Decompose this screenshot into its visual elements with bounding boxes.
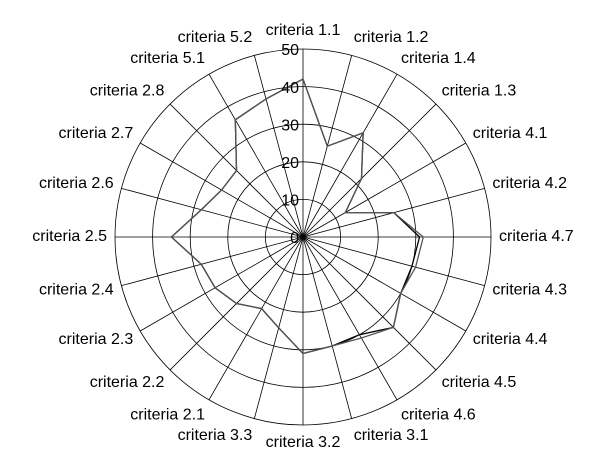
category-label: criteria 3.1 (354, 427, 429, 444)
spoke (208, 236, 304, 401)
spoke (139, 236, 304, 332)
category-label: criteria 2.7 (59, 125, 134, 142)
spoke (302, 236, 398, 401)
y-tick-label: 40 (281, 80, 299, 97)
category-label: criteria 2.8 (90, 83, 165, 100)
category-label: criteria 1.3 (442, 83, 517, 100)
spoke (302, 236, 437, 371)
category-label: criteria 1.4 (401, 50, 476, 67)
y-tick-label: 20 (281, 155, 299, 172)
category-label: criteria 2.3 (59, 331, 134, 348)
spoke (302, 142, 467, 238)
spoke (208, 73, 304, 238)
category-label: criteria 4.5 (442, 374, 517, 391)
category-label: criteria 3.3 (178, 427, 253, 444)
category-label: criteria 2.6 (39, 175, 114, 192)
category-label: criteria 4.1 (473, 125, 548, 142)
y-tick-label: 30 (281, 117, 299, 134)
category-label: criteria 4.2 (492, 175, 567, 192)
category-label: criteria 1.2 (354, 29, 429, 46)
spoke (302, 236, 485, 287)
y-tick-label: 10 (281, 193, 299, 210)
category-label: criteria 5.2 (178, 29, 253, 46)
category-label: criteria 1.1 (266, 22, 341, 39)
category-label: criteria 4.4 (473, 331, 548, 348)
spoke (302, 103, 437, 238)
category-label: criteria 3.2 (266, 434, 341, 451)
category-label: criteria 2.2 (90, 374, 165, 391)
spoke (302, 236, 467, 332)
category-label: criteria 4.6 (401, 407, 476, 424)
spoke (121, 236, 304, 287)
category-label: criteria 2.1 (130, 407, 205, 424)
spoke (253, 55, 304, 238)
category-label: criteria 2.5 (32, 228, 107, 245)
spoke (302, 236, 353, 419)
spoke (121, 187, 304, 238)
series-line (170, 78, 425, 355)
category-label: criteria 5.1 (130, 50, 205, 67)
y-tick-label: 50 (281, 42, 299, 59)
category-label: criteria 2.4 (39, 282, 114, 299)
y-tick-label: 0 (290, 230, 299, 247)
spoke (302, 73, 398, 238)
category-label: criteria 4.7 (499, 228, 574, 245)
category-label: criteria 4.3 (492, 282, 567, 299)
